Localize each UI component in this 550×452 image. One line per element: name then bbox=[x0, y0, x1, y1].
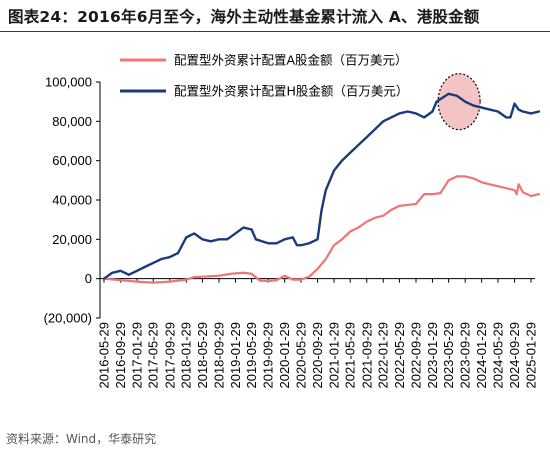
x-tick-label: 2023-09-29 bbox=[458, 322, 473, 389]
y-tick-label: 80,000 bbox=[52, 114, 92, 129]
x-tick-label: 2017-05-29 bbox=[146, 322, 161, 389]
x-axis: 2016-05-29 2016-09-29 2017-01-29 2017-05-29… bbox=[97, 278, 539, 389]
y-tick-label: (20,000) bbox=[44, 311, 92, 326]
x-tick-label: 2019-01-29 bbox=[228, 322, 243, 389]
y-tick-label: 20,000 bbox=[52, 232, 92, 247]
chart-title: 图表24：2016年6月至今，海外主动性基金累计流入 A、港股金额 bbox=[8, 8, 480, 26]
x-tick-label: 2021-01-29 bbox=[327, 322, 342, 389]
x-tick-label: 2016-09-29 bbox=[113, 322, 128, 389]
source-note: 资料来源：Wind，华泰研究 bbox=[6, 432, 157, 446]
series-line-h-share bbox=[102, 92, 541, 280]
y-axis: (20,000) 0 20,000 40,000 60,000 80,000 100,000 bbox=[44, 75, 101, 326]
x-tick-label: 2016-05-29 bbox=[97, 322, 112, 389]
series-layer bbox=[102, 92, 541, 284]
y-tick-label: 40,000 bbox=[52, 193, 92, 208]
legend-label: 配置型外资累计配置H股金额（百万美元） bbox=[174, 84, 408, 99]
x-tick-label: 2019-09-29 bbox=[261, 322, 276, 389]
x-tick-label: 2018-09-29 bbox=[212, 322, 227, 389]
x-tick-label: 2023-05-29 bbox=[441, 322, 456, 389]
x-tick-label: 2021-05-29 bbox=[343, 322, 358, 389]
y-tick-label: 100,000 bbox=[45, 75, 92, 90]
highlight-annotation bbox=[437, 73, 481, 131]
x-tick-label: 2024-05-29 bbox=[490, 322, 505, 389]
x-tick-label: 2018-05-29 bbox=[195, 322, 210, 389]
peak-highlight-circle bbox=[437, 73, 481, 131]
x-tick-label: 2020-01-29 bbox=[277, 322, 292, 389]
x-tick-label: 2022-01-29 bbox=[376, 322, 391, 389]
series-line-a-share bbox=[102, 175, 541, 284]
x-tick-label: 2018-01-29 bbox=[179, 322, 194, 389]
x-tick-label: 2020-05-29 bbox=[293, 322, 308, 389]
x-tick-label: 2024-09-29 bbox=[507, 322, 522, 389]
title-divider bbox=[0, 31, 550, 32]
x-tick-label: 2020-09-29 bbox=[310, 322, 325, 389]
x-tick-label: 2025-01-29 bbox=[524, 322, 539, 389]
x-tick-label: 2019-05-29 bbox=[244, 322, 259, 389]
legend: 配置型外资累计配置A股金额（百万美元） 配置型外资累计配置H股金额（百万美元） bbox=[120, 53, 408, 99]
legend-label: 配置型外资累计配置A股金额（百万美元） bbox=[174, 53, 408, 68]
x-tick-label: 2022-05-29 bbox=[392, 322, 407, 389]
x-tick-label: 2017-09-29 bbox=[162, 322, 177, 389]
x-tick-label: 2021-09-29 bbox=[359, 322, 374, 389]
x-tick-label: 2023-01-29 bbox=[425, 322, 440, 389]
y-tick-label: 0 bbox=[85, 271, 92, 286]
x-tick-label: 2024-01-29 bbox=[474, 322, 489, 389]
y-tick-label: 60,000 bbox=[52, 153, 92, 168]
x-tick-label: 2022-09-29 bbox=[408, 322, 423, 389]
x-tick-label: 2017-01-29 bbox=[130, 322, 145, 389]
